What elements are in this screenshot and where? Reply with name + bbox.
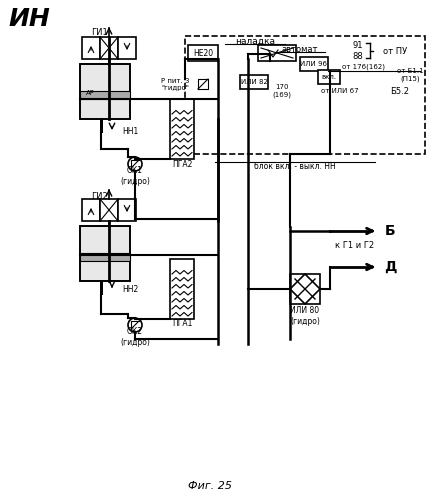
Text: ИН: ИН — [8, 7, 50, 31]
Bar — [80, 226, 130, 281]
Text: 91: 91 — [353, 40, 363, 49]
Bar — [82, 37, 100, 59]
Text: автомат: автомат — [282, 44, 318, 53]
Bar — [290, 274, 320, 304]
Text: Б: Б — [384, 224, 395, 238]
Bar — [170, 99, 194, 159]
Text: НН1: НН1 — [122, 127, 138, 136]
Bar — [188, 45, 218, 61]
Bar — [258, 45, 296, 61]
Text: блок вкл. - выкл. НН: блок вкл. - выкл. НН — [254, 162, 336, 171]
Text: ОК2
(гидро): ОК2 (гидро) — [120, 327, 150, 347]
Bar — [170, 259, 194, 319]
Bar — [80, 253, 130, 261]
Bar — [80, 91, 130, 99]
Text: от Б1.1
(П15): от Б1.1 (П15) — [396, 68, 423, 82]
Bar — [80, 226, 130, 281]
Text: ПГА1: ПГА1 — [172, 319, 192, 328]
Text: к Г1 и Г2: к Г1 и Г2 — [336, 241, 375, 250]
Text: 88: 88 — [352, 51, 364, 60]
Text: вкл.: вкл. — [321, 74, 336, 80]
Text: Б5.2: Б5.2 — [391, 86, 409, 95]
Text: ГИ1: ГИ1 — [92, 27, 109, 36]
Text: НН2: НН2 — [122, 284, 138, 293]
Text: 170
(169): 170 (169) — [272, 84, 291, 98]
Bar — [118, 37, 136, 59]
Bar — [100, 199, 118, 221]
Bar — [80, 64, 130, 119]
Text: Д: Д — [384, 260, 396, 274]
Bar — [118, 199, 136, 221]
Bar — [318, 70, 340, 84]
Bar — [82, 199, 100, 221]
Circle shape — [128, 318, 142, 332]
Bar — [80, 64, 130, 119]
Text: ИЛИ 82: ИЛИ 82 — [241, 79, 267, 85]
Text: ИЛИ 80
(гидро): ИЛИ 80 (гидро) — [290, 306, 320, 326]
Text: АР: АР — [85, 90, 94, 96]
Text: от 176(162): от 176(162) — [341, 64, 384, 70]
Text: ПГА2: ПГА2 — [172, 160, 192, 169]
Bar — [185, 36, 425, 154]
Bar — [300, 57, 328, 71]
Text: ИЛИ 96: ИЛИ 96 — [300, 61, 328, 67]
Circle shape — [128, 157, 142, 171]
Bar — [100, 37, 118, 59]
Bar — [240, 75, 268, 89]
Text: наладка: наладка — [235, 36, 275, 45]
Text: ГИ2: ГИ2 — [92, 192, 109, 201]
Text: ОК1
(гидро): ОК1 (гидро) — [120, 166, 150, 186]
Text: от ИЛИ 67: от ИЛИ 67 — [321, 88, 359, 94]
Text: НЕ20: НЕ20 — [193, 48, 213, 57]
Text: Фиг. 25: Фиг. 25 — [188, 481, 232, 491]
Text: Р пит. 3
"гидро": Р пит. 3 "гидро" — [161, 77, 189, 90]
Text: от ПУ: от ПУ — [383, 46, 407, 55]
